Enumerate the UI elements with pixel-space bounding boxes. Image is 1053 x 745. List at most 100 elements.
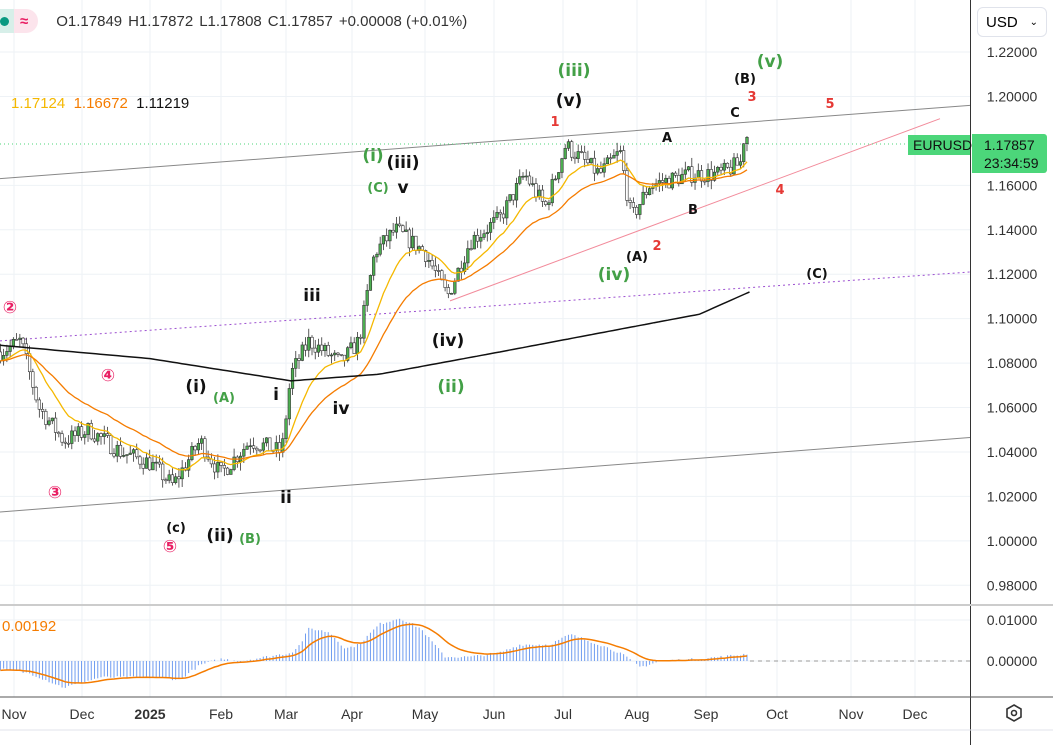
candle-body (226, 467, 230, 475)
candle-body (596, 168, 600, 174)
candle (349, 336, 353, 350)
candle (514, 177, 519, 208)
candle (193, 444, 197, 456)
wave-label: ③ (48, 483, 62, 503)
candle (660, 173, 665, 192)
candle-body (479, 237, 483, 242)
candle (53, 412, 58, 441)
ma2-value: 1.16672 (73, 95, 128, 112)
candle-body (251, 445, 256, 449)
candle (99, 432, 103, 445)
candle-body (320, 344, 324, 352)
candle-body (683, 169, 687, 175)
candle-body (449, 293, 454, 295)
wave-label: 1 (550, 115, 559, 130)
candle (365, 284, 369, 312)
candle-body (5, 351, 9, 356)
candle-body (738, 161, 743, 166)
wave-label: (i) (362, 146, 383, 166)
macd-tick-label: 0.00000 (987, 653, 1038, 669)
candle (277, 434, 282, 461)
candle-body (475, 234, 480, 242)
candle (255, 446, 259, 456)
candle-body (193, 446, 197, 451)
candle-body (96, 433, 100, 442)
wave-label: (iv) (598, 265, 630, 285)
candle (433, 257, 437, 278)
candle (310, 335, 314, 356)
candle-body (128, 452, 132, 455)
candle (628, 197, 632, 210)
candle (115, 440, 119, 463)
candle (586, 150, 590, 166)
candle (667, 175, 671, 189)
candle (505, 196, 509, 226)
candle-body (521, 175, 525, 178)
candle-body (294, 358, 298, 369)
candle (657, 172, 661, 192)
wave-label: (ii) (206, 526, 233, 546)
candle (141, 457, 145, 475)
candle-body (79, 426, 84, 438)
candle-body (469, 248, 473, 250)
candle-body (102, 433, 106, 437)
candle-body (277, 442, 282, 453)
candle (407, 227, 411, 257)
time-tick-label: Apr (341, 706, 363, 722)
candle-body (303, 344, 308, 351)
candle (336, 352, 340, 358)
candle (187, 454, 191, 478)
candle (531, 176, 535, 187)
price-tick-label: 1.04000 (987, 444, 1038, 460)
candle (673, 171, 678, 178)
candle-body (359, 336, 363, 339)
candle (401, 224, 405, 233)
time-tick-label: Nov (839, 706, 864, 722)
time-tick-label: Sep (694, 706, 719, 722)
candle-body (368, 275, 373, 291)
candle-body (258, 449, 262, 452)
wave-label: (v) (556, 91, 583, 111)
candle (641, 184, 645, 206)
candle-body (99, 433, 103, 437)
candle (122, 447, 126, 458)
candle-body (316, 344, 321, 353)
candle-body (566, 141, 571, 149)
ma1-value: 1.17124 (11, 95, 66, 112)
settings-icon[interactable] (1004, 703, 1024, 723)
candle (86, 422, 90, 442)
candle-body (378, 243, 382, 255)
candle-body (274, 442, 278, 451)
candle (368, 274, 373, 291)
wave-label: ii (280, 488, 292, 508)
candle-body (686, 166, 691, 171)
candle (50, 417, 54, 425)
candle (677, 168, 681, 187)
wave-label: i (273, 385, 279, 405)
candle (44, 408, 48, 430)
candle-body (563, 147, 567, 159)
candle-body (579, 151, 584, 153)
candle (109, 433, 113, 455)
candle (472, 231, 476, 250)
candle-body (482, 233, 486, 238)
candle-body (255, 447, 259, 451)
candle (164, 477, 168, 484)
candle (105, 426, 110, 438)
macd-tick-label: 0.01000 (987, 612, 1038, 628)
candle (735, 153, 739, 166)
candle (170, 468, 175, 486)
candle-body (618, 150, 622, 152)
macd-histogram (0, 618, 748, 688)
candle (449, 292, 454, 295)
candle (469, 239, 473, 251)
candle-body (625, 170, 629, 201)
currency-select[interactable]: USD ⌄ (977, 7, 1047, 37)
ma-fast-line (0, 159, 748, 471)
candle-body (135, 449, 139, 458)
candle (570, 139, 574, 162)
candle (725, 162, 730, 169)
status-pill[interactable]: ≈ (0, 9, 39, 33)
candle-body (615, 151, 619, 156)
